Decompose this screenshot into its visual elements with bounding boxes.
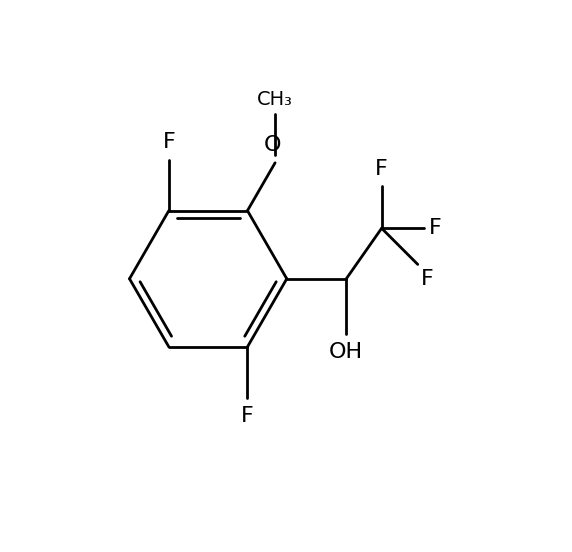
Text: F: F	[421, 269, 434, 289]
Text: CH₃: CH₃	[257, 90, 293, 109]
Text: F: F	[162, 132, 175, 152]
Text: F: F	[241, 406, 254, 426]
Text: O: O	[264, 135, 282, 155]
Text: OH: OH	[329, 342, 363, 362]
Text: F: F	[375, 160, 388, 179]
Text: F: F	[428, 218, 441, 238]
